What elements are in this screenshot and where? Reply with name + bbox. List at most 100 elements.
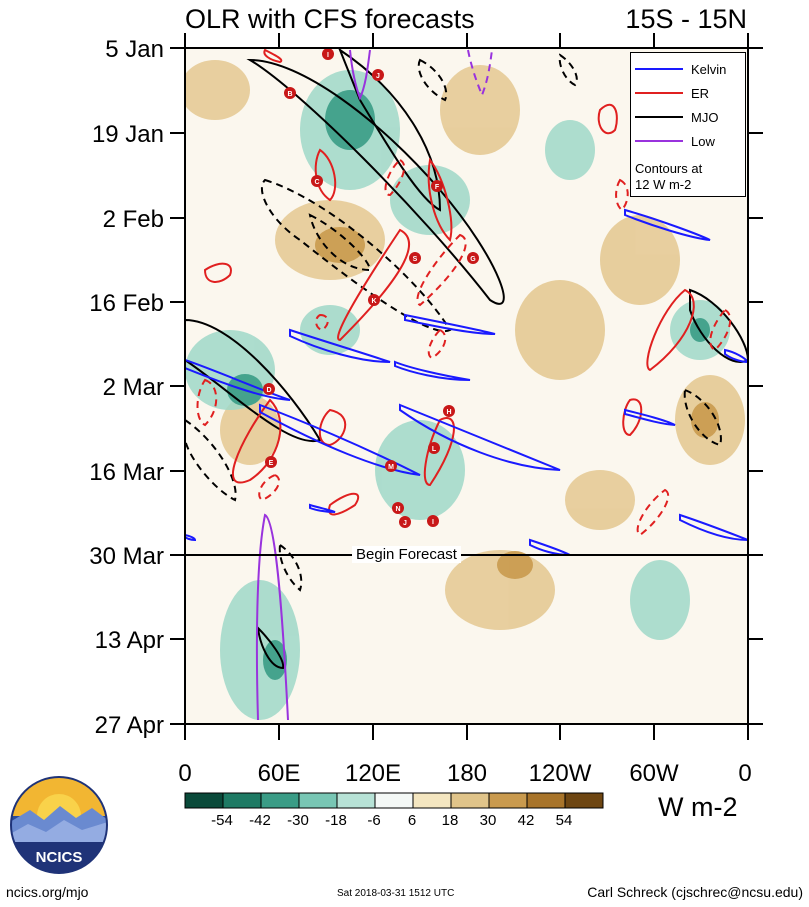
footer-author[interactable]: Carl Schreck (cjschrec@ncsu.edu) <box>587 884 803 900</box>
storm-marker-k: K <box>368 294 380 306</box>
begin-forecast-label: Begin Forecast <box>352 546 461 563</box>
storm-marker-m: M <box>385 460 397 472</box>
y-tick-label: 5 Jan <box>105 36 164 63</box>
y-axis-ticks <box>170 47 763 725</box>
legend-note-line: Contours at <box>635 161 703 176</box>
er-contours <box>203 48 695 516</box>
svg-text:S: S <box>413 256 418 263</box>
x-tick-label: 120W <box>528 760 592 787</box>
colorbar-swatch <box>336 792 376 809</box>
svg-text:B: B <box>287 91 292 98</box>
colorbar-swatch <box>222 792 262 809</box>
x-tick-label: 0 <box>178 760 192 787</box>
svg-text:J: J <box>403 520 407 527</box>
svg-text:E: E <box>269 460 274 467</box>
colorbar-units: W m-2 <box>658 792 738 822</box>
x-tick-label: 60W <box>629 760 679 787</box>
logo-text: NCICS <box>36 849 83 866</box>
y-tick-label: 16 Mar <box>89 459 164 486</box>
colorbar-swatch <box>450 792 490 809</box>
svg-text:I: I <box>327 52 329 59</box>
svg-text:H: H <box>446 409 451 416</box>
legend-label: MJO <box>691 109 719 125</box>
wet-anomaly-patches <box>185 70 730 720</box>
storm-marker-j1: J <box>372 69 384 81</box>
colorbar-swatch <box>374 792 414 809</box>
y-tick-label: 2 Feb <box>102 206 164 233</box>
legend-label: Low <box>691 133 715 149</box>
legend-entry-kelvin: Kelvin <box>635 61 726 77</box>
colorbar-swatch <box>488 792 528 809</box>
low-contours <box>255 49 371 721</box>
svg-text:N: N <box>395 506 400 513</box>
colorbar-tick: 54 <box>555 812 573 829</box>
footer-url[interactable]: ncics.org/mjo <box>6 884 89 900</box>
er-dashed-contours <box>196 158 732 537</box>
colorbar-tick: -54 <box>211 812 233 829</box>
svg-text:M: M <box>388 464 394 471</box>
legend-swatch <box>635 140 683 142</box>
colorbar-swatch <box>526 792 566 809</box>
colorbar-swatch <box>184 792 224 809</box>
x-tick-label: 120E <box>344 760 402 787</box>
colorbar-tick: -6 <box>367 812 381 829</box>
storm-marker-e: E <box>265 456 277 468</box>
colorbar-tick: -30 <box>287 812 309 829</box>
ncics-logo[interactable]: NCICS <box>10 776 108 874</box>
chart-title: OLR with CFS forecasts <box>185 4 475 34</box>
colorbar-swatch <box>412 792 452 809</box>
storm-marker-s: S <box>409 252 421 264</box>
x-tick-label: 180 <box>446 760 488 787</box>
storm-markers: I J B C F S G K D H L E M N J I <box>263 48 479 528</box>
low-dashed-contours <box>467 49 493 98</box>
svg-text:C: C <box>314 179 319 186</box>
colorbar <box>184 792 604 809</box>
strong-dry-patches <box>315 227 719 579</box>
x-tick-label: 0 <box>738 760 752 787</box>
y-tick-label: 19 Jan <box>91 121 164 148</box>
colorbar-tick: 30 <box>479 812 497 829</box>
colorbar-tick: 18 <box>441 812 459 829</box>
legend-note-line: 12 W m-2 <box>635 177 692 192</box>
storm-marker-i2: I <box>427 515 439 527</box>
colorbar-swatch <box>260 792 300 809</box>
storm-marker-i1: I <box>322 48 334 60</box>
svg-text:D: D <box>266 387 271 394</box>
svg-text:J: J <box>376 73 380 80</box>
storm-marker-j2: J <box>399 516 411 528</box>
storm-marker-f: F <box>431 180 443 192</box>
legend: Kelvin ER MJO Low Contours at 12 W m-2 <box>630 52 746 197</box>
legend-swatch <box>635 116 683 118</box>
storm-marker-n: N <box>392 502 404 514</box>
legend-entry-low: Low <box>635 133 715 149</box>
colorbar-tick: -42 <box>249 812 271 829</box>
legend-swatch <box>635 92 683 94</box>
footer-date: Sat 2018-03-31 1512 UTC <box>337 888 455 899</box>
y-tick-label: 30 Mar <box>89 543 164 570</box>
x-axis-ticks <box>184 33 749 740</box>
svg-text:I: I <box>432 519 434 526</box>
storm-marker-b: B <box>284 87 296 99</box>
storm-marker-l: L <box>428 442 440 454</box>
colorbar-tick: 42 <box>517 812 535 829</box>
storm-marker-c: C <box>311 175 323 187</box>
svg-text:F: F <box>435 184 440 191</box>
latitude-band-label: 15S - 15N <box>625 4 747 34</box>
storm-marker-h: H <box>443 405 455 417</box>
colorbar-swatch <box>298 792 338 809</box>
colorbar-swatch <box>564 792 604 809</box>
svg-text:G: G <box>470 256 476 263</box>
svg-text:K: K <box>371 298 376 305</box>
legend-note: Contours at 12 W m-2 <box>635 161 702 193</box>
legend-entry-mjo: MJO <box>635 109 718 125</box>
legend-entry-er: ER <box>635 85 709 101</box>
mjo-contours <box>185 48 748 670</box>
storm-marker-d: D <box>263 383 275 395</box>
y-tick-label: 2 Mar <box>102 374 164 401</box>
x-tick-label: 60E <box>257 760 301 787</box>
y-tick-label: 27 Apr <box>94 712 164 739</box>
storm-marker-g: G <box>467 252 479 264</box>
y-tick-label: 16 Feb <box>89 290 164 317</box>
colorbar-tick: -18 <box>325 812 347 829</box>
